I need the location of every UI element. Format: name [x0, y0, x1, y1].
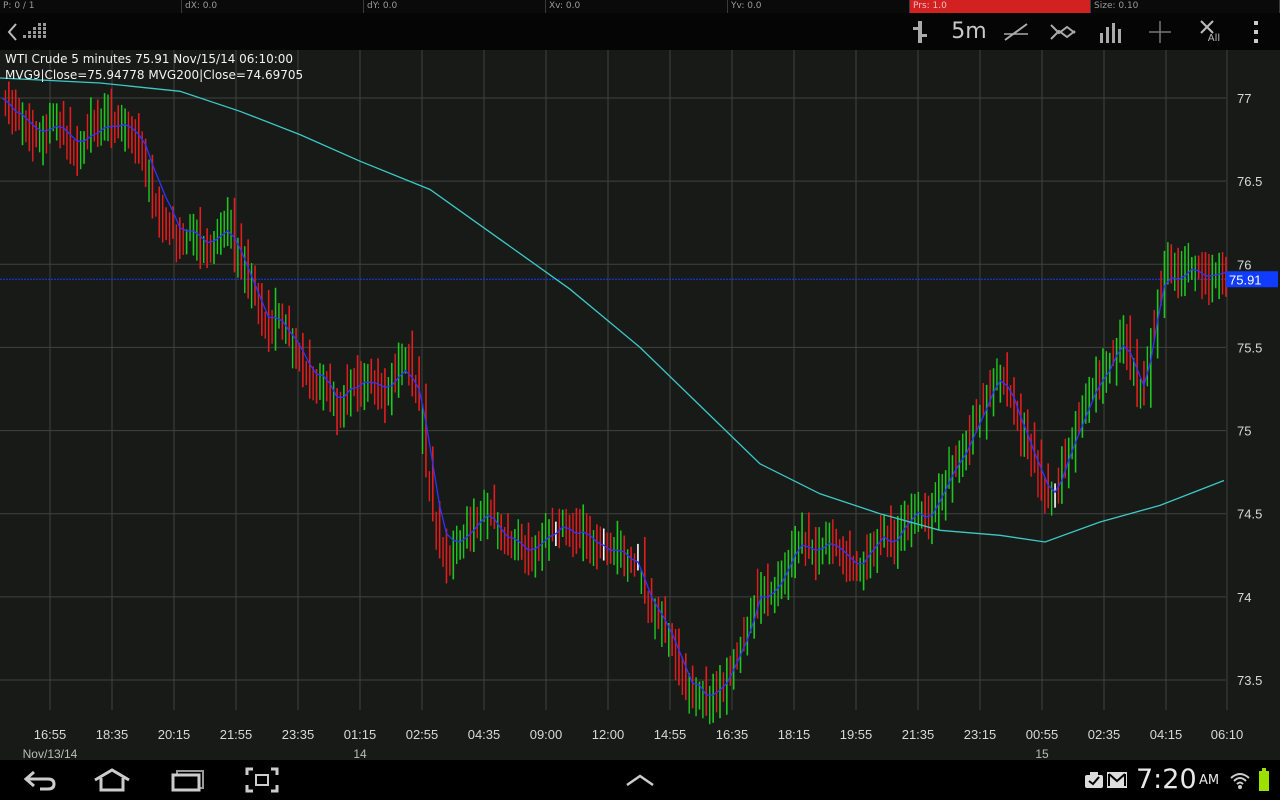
mvg9-line	[1, 97, 1227, 696]
last-price-label: 75.91	[1229, 272, 1262, 287]
status-line: P: 0 / 1 dX: 0.0 dY: 0.0 Xv: 0.0 Yv: 0.0…	[0, 0, 1280, 14]
notification-icon[interactable]	[1082, 760, 1106, 800]
status-cell-yv: Yv: 0.0	[728, 0, 910, 13]
x-tick-label: 20:15	[158, 727, 191, 742]
x-tick-label: 00:55	[1026, 727, 1059, 742]
y-tick-label: 73.5	[1237, 673, 1262, 688]
y-tick-label: 74	[1237, 590, 1251, 605]
x-tick-label: 21:35	[902, 727, 935, 742]
status-cell-dy: dY: 0.0	[364, 0, 546, 13]
up-arrow-icon[interactable]	[622, 760, 658, 800]
x-tick-label: 21:55	[220, 727, 253, 742]
date-label: 15	[1035, 747, 1049, 760]
clock-time[interactable]: 7:20	[1136, 764, 1197, 795]
x-tick-label: 16:55	[34, 727, 67, 742]
x-tick-label: 09:00	[530, 727, 563, 742]
x-tick-label: 04:35	[468, 727, 501, 742]
x-tick-label: 04:15	[1150, 727, 1183, 742]
x-tick-label: 14:55	[654, 727, 687, 742]
last-price-tag	[1226, 271, 1278, 288]
home-icon[interactable]	[90, 760, 134, 800]
x-tick-label: 06:10	[1211, 727, 1244, 742]
y-tick-label: 76.5	[1237, 174, 1262, 189]
y-tick-label: 75	[1237, 424, 1251, 439]
screenshot-icon[interactable]	[244, 760, 280, 800]
chart-toolbar: 5m All	[0, 13, 1280, 50]
candle-type-icon[interactable]	[905, 13, 935, 50]
crosshair-icon[interactable]	[1144, 13, 1176, 50]
x-tick-label: 01:15	[344, 727, 377, 742]
y-tick-label: 75.5	[1237, 340, 1262, 355]
price-chart[interactable]: 77 76.5 76 75.5 75 74.5 74 73.5 16:55 18:35 20:15 2…	[0, 50, 1280, 760]
x-tick-label: 02:55	[406, 727, 439, 742]
trendline-icon[interactable]	[1000, 13, 1032, 50]
y-tick-label: 74.5	[1237, 507, 1262, 522]
x-tick-label: 23:35	[282, 727, 315, 742]
volume-bars-icon[interactable]	[1094, 13, 1128, 50]
gmail-icon[interactable]	[1105, 760, 1129, 800]
chart-info-indicators: MVG9|Close=75.94778 MVG200|Close=74.6970…	[5, 68, 304, 82]
wifi-icon[interactable]	[1228, 760, 1252, 800]
price-chart-svg[interactable]: 77 76.5 76 75.5 75 74.5 74 73.5 16:55 18:35 20:15 2…	[0, 50, 1280, 760]
x-tick-label: 18:15	[778, 727, 811, 742]
date-label: 14	[353, 747, 367, 760]
x-tick-label: 02:35	[1088, 727, 1121, 742]
close-all-label: All	[1207, 33, 1221, 44]
timeframe-button[interactable]: 5m	[951, 19, 987, 44]
close-icon	[1200, 20, 1214, 34]
system-nav-bar: 7:20 AM	[0, 760, 1280, 800]
close-all-button[interactable]: All	[1190, 13, 1224, 50]
y-tick-label: 77	[1237, 91, 1251, 106]
x-tick-label: 19:55	[840, 727, 873, 742]
back-icon[interactable]	[2, 13, 22, 50]
y-tick-label: 76	[1237, 257, 1251, 272]
chart-info-title: WTI Crude 5 minutes 75.91 Nov/15/14 06:1…	[5, 52, 294, 66]
status-cell-p: P: 0 / 1	[0, 0, 182, 13]
status-cell-size: Size: 0.10	[1091, 0, 1280, 13]
x-tick-label: 12:00	[592, 727, 625, 742]
clock-ampm: AM	[1199, 773, 1220, 788]
status-cell-xv: Xv: 0.0	[546, 0, 728, 13]
mvg200-line	[0, 77, 1225, 543]
recent-apps-icon[interactable]	[168, 760, 208, 800]
status-cell-dx: dX: 0.0	[182, 0, 364, 13]
battery-icon[interactable]	[1254, 760, 1274, 800]
status-cell-pressure: Prs: 1.0	[910, 0, 1091, 13]
overflow-menu-icon[interactable]	[1244, 13, 1268, 50]
x-tick-label: 16:35	[716, 727, 749, 742]
x-tick-label: 23:15	[964, 727, 997, 742]
date-label: Nov/13/14	[23, 747, 78, 760]
grid-logo-icon	[20, 13, 52, 50]
cross-lines-icon[interactable]	[1046, 13, 1080, 50]
x-tick-label: 18:35	[96, 727, 129, 742]
back-icon[interactable]	[18, 760, 62, 800]
